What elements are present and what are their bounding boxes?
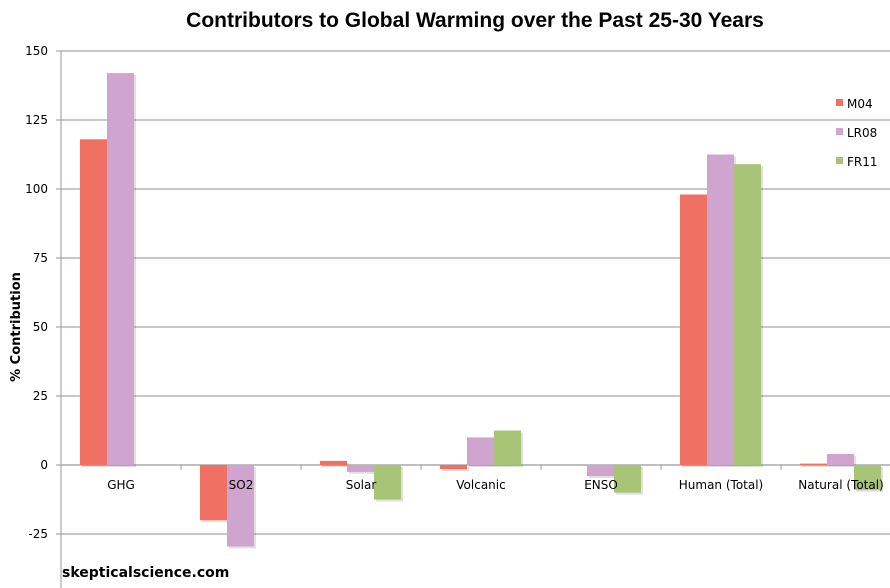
legend-label-fr11: FR11 (847, 155, 878, 169)
bar-fr11-enso (614, 465, 641, 493)
x-axis-labels: GHG SO2 Solar Volcanic ENSO Human (Total) Natu… (107, 465, 884, 492)
bar-m04-solar (320, 460, 347, 465)
bar-shadow (802, 465, 829, 467)
bar-m04-ghg (80, 139, 107, 465)
legend-label-lr08: LR08 (847, 126, 877, 140)
bar-m04-so2 (200, 465, 227, 521)
y-tick-label: 25 (33, 389, 48, 403)
y-tick-label: 0 (40, 458, 48, 472)
legend-label-m04: M04 (847, 97, 873, 111)
legend-swatch-fr11 (836, 157, 843, 164)
bar-lr08-enso (587, 465, 614, 477)
bar-lr08-human-total (707, 154, 734, 465)
x-tick-label: ENSO (584, 478, 618, 492)
gridlines (61, 50, 890, 535)
x-tick-label: Natural (Total) (798, 478, 883, 492)
bar-m04-human-total (680, 194, 707, 465)
bar-lr08-so2 (227, 465, 254, 547)
bar-lr08-solar (347, 465, 374, 472)
bars (80, 73, 883, 549)
bar-lr08-natural-total (827, 453, 854, 465)
y-tick-label: 125 (25, 113, 48, 127)
x-tick-label: GHG (107, 478, 135, 492)
y-tick-label: 100 (25, 182, 48, 196)
bar-lr08-ghg (107, 73, 134, 465)
chart-title: Contributors to Global Warming over the … (186, 9, 764, 32)
x-tick-label: Solar (346, 478, 377, 492)
y-tick-label: 50 (33, 320, 48, 334)
x-tick-label: SO2 (229, 478, 254, 492)
bar-fr11-volcanic (494, 430, 521, 465)
legend-swatch-lr08 (836, 128, 843, 135)
legend-swatch-m04 (836, 99, 843, 106)
bar-fr11-human-total (734, 164, 761, 465)
y-tick-label: 75 (33, 251, 48, 265)
bar-m04-volcanic (440, 465, 467, 470)
y-tick-label: 150 (25, 44, 48, 58)
bar-fr11-natural-total (854, 465, 881, 490)
bar-lr08-volcanic (467, 437, 494, 465)
legend: M04 LR08 FR11 (836, 97, 878, 169)
y-tick-label: -25 (28, 527, 48, 541)
credit-text: skepticalscience.com (62, 565, 229, 581)
y-axis-ticks: 150 125 100 75 50 25 0 -25 (25, 44, 61, 541)
x-tick-label: Human (Total) (679, 478, 763, 492)
bar-m04-natural-total (800, 463, 827, 465)
x-tick-label: Volcanic (456, 478, 505, 492)
y-axis-label: % Contribution (9, 272, 24, 382)
bar-fr11-solar (374, 465, 401, 500)
